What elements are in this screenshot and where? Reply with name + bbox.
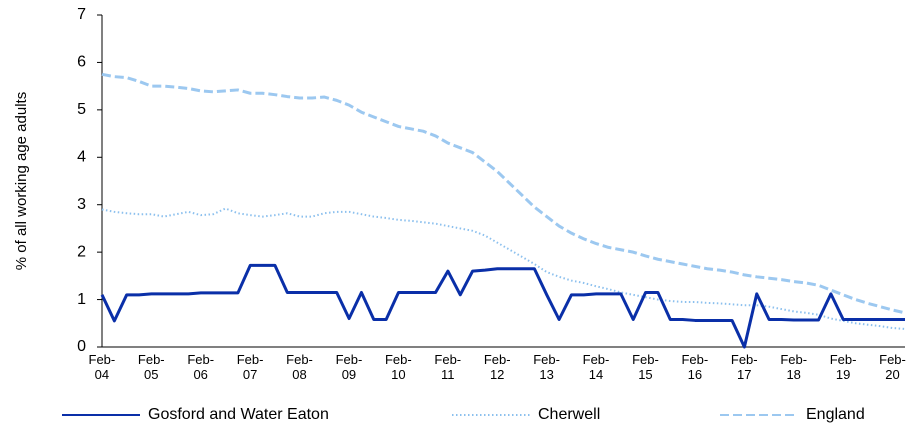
- legend-swatch: [720, 414, 798, 416]
- legend-swatch: [62, 414, 140, 416]
- x-tick-label: Feb-06: [187, 352, 215, 382]
- x-tick-label: Feb-17: [730, 352, 758, 382]
- legend-item: England: [720, 406, 865, 424]
- legend-item: Gosford and Water Eaton: [62, 406, 329, 424]
- y-tick-label: 7: [77, 6, 86, 23]
- y-axis-label: % of all working age adults: [13, 92, 30, 270]
- x-tick-label: Feb-15: [632, 352, 659, 382]
- y-tick-label: 5: [77, 101, 86, 118]
- x-tick-label: Feb-10: [384, 352, 412, 382]
- y-tick-label: 1: [77, 291, 86, 308]
- plot: % of all working age adults 0 1 2 3 4 5 6 7: [13, 6, 906, 355]
- legend-label: England: [806, 406, 865, 423]
- x-tick-label: Feb-19: [829, 352, 857, 382]
- x-tick-label: Feb-16: [681, 352, 709, 382]
- x-tick-label: Feb-09: [335, 352, 363, 382]
- legend-label: Cherwell: [538, 406, 601, 423]
- y-tick-label: 4: [77, 149, 86, 166]
- x-tick-label: Feb-11: [434, 352, 462, 382]
- x-tick-label: Feb-20: [879, 352, 906, 382]
- x-tick-label: Feb-12: [483, 352, 511, 382]
- series-line: [100, 263, 905, 349]
- y-tick-label: 0: [77, 338, 86, 355]
- y-tick-label: 3: [77, 196, 86, 213]
- x-tick-label: Feb-14: [582, 352, 610, 382]
- legend-label: Gosford and Water Eaton: [148, 406, 329, 423]
- x-tick-label: Feb-07: [236, 352, 264, 382]
- x-tick-label: Feb-05: [137, 352, 165, 382]
- legend-item: Cherwell: [452, 406, 600, 424]
- x-tick-label: Feb-13: [533, 352, 560, 382]
- x-tick-label: Feb-18: [780, 352, 808, 382]
- series-line: [101, 72, 906, 315]
- legend-swatch: [452, 414, 530, 416]
- y-tick-label: 6: [77, 54, 86, 71]
- x-tick-label: Feb-08: [286, 352, 313, 382]
- series-line: [101, 207, 906, 330]
- x-tick-label: Feb-04: [88, 352, 116, 382]
- y-tick-label: 2: [77, 243, 86, 260]
